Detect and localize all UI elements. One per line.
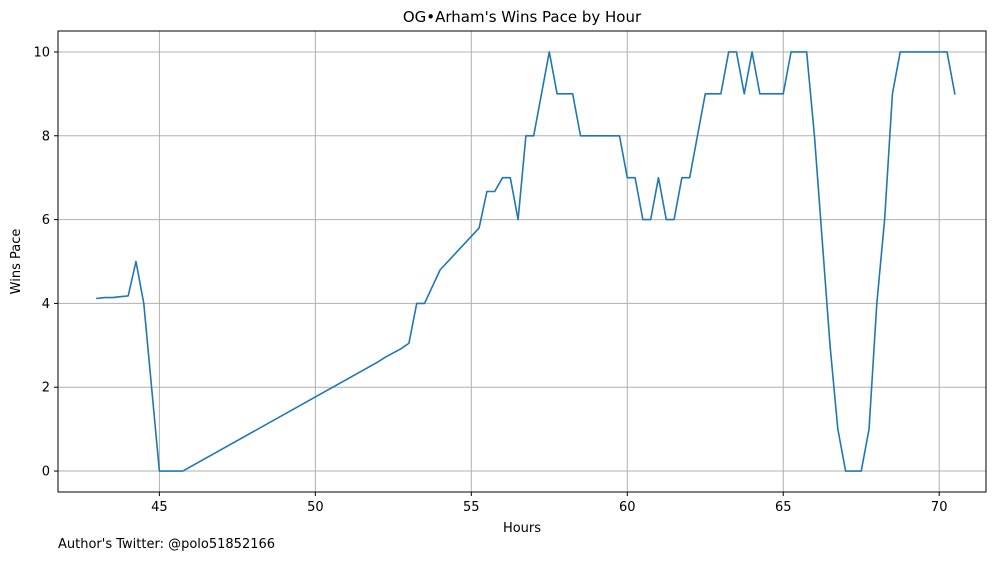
plot-frame	[57, 30, 987, 493]
x-tick-label: 45	[151, 500, 168, 515]
chart-title: OG•Arham's Wins Pace by Hour	[403, 8, 642, 26]
x-tick-label: 50	[307, 500, 324, 515]
x-tick-label: 55	[463, 500, 480, 515]
y-tick-label: 6	[42, 213, 50, 228]
series-group	[96, 51, 956, 472]
author-credit: Author's Twitter: @polo51852166	[58, 537, 276, 552]
wins-pace-series-line	[96, 51, 956, 472]
x-tick-label: 70	[931, 500, 948, 515]
x-axis-label: Hours	[503, 521, 541, 536]
grid-lines	[58, 31, 986, 492]
x-axis-ticks: 45 50 55 60 65 70	[151, 492, 947, 515]
y-tick-label: 0	[42, 465, 50, 480]
x-tick-label: 60	[619, 500, 636, 515]
y-tick-label: 2	[42, 381, 50, 396]
y-tick-label: 8	[42, 129, 50, 144]
y-tick-label: 4	[42, 297, 50, 312]
x-tick-label: 65	[775, 500, 792, 515]
y-tick-label: 10	[33, 45, 50, 60]
y-axis-label: Wins Pace	[9, 229, 24, 295]
y-axis-ticks: 0 2 4 6 8 10	[33, 45, 58, 480]
